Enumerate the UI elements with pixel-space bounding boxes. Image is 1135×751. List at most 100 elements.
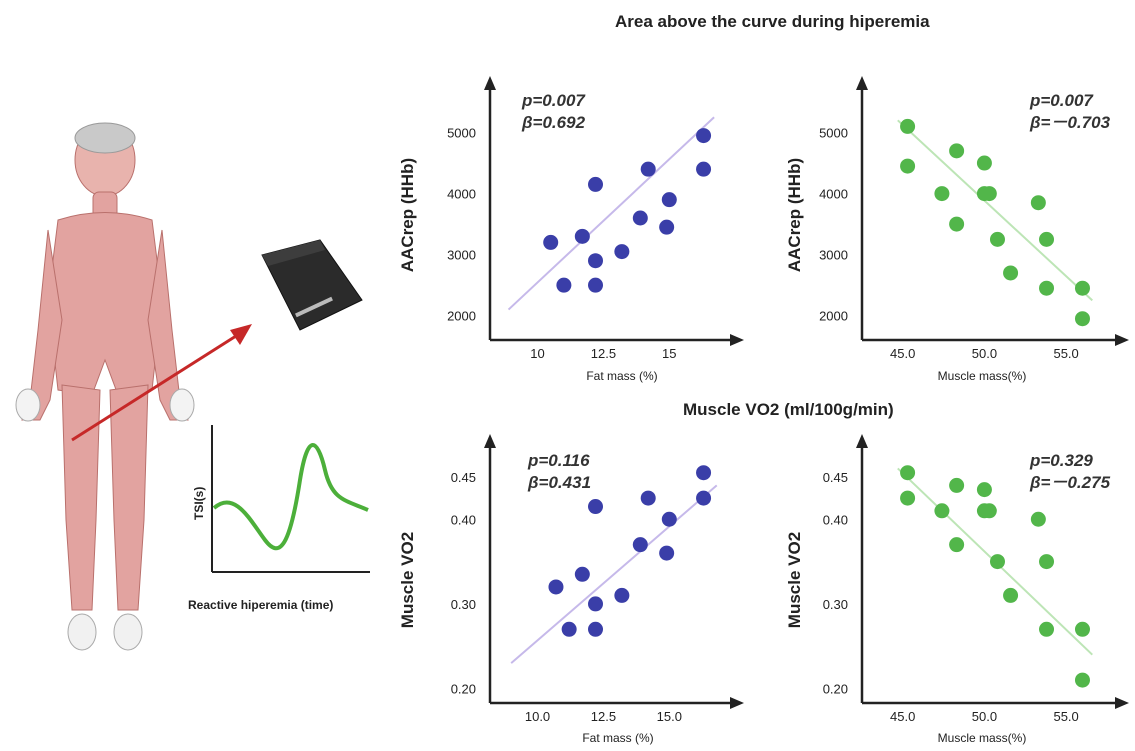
y-axis-arrow-icon <box>856 434 868 448</box>
data-point <box>574 228 590 244</box>
data-point <box>934 503 950 519</box>
figure-title-middle: Muscle VO2 (ml/100g/min) <box>683 400 894 419</box>
data-point <box>640 490 656 506</box>
trend-line <box>510 484 718 664</box>
data-point <box>696 490 712 506</box>
data-point <box>900 118 916 134</box>
y-tick-label: 0.30 <box>823 597 848 612</box>
data-point <box>1039 280 1055 296</box>
data-point <box>976 482 992 498</box>
data-point <box>976 155 992 171</box>
data-point <box>949 216 965 232</box>
x-tick-label: 45.0 <box>890 346 915 361</box>
data-point <box>1039 231 1055 247</box>
tsi-curve <box>212 443 369 551</box>
data-point <box>989 554 1005 570</box>
x-tick-label: 12.5 <box>591 709 616 724</box>
y-tick-label: 0.45 <box>823 470 848 485</box>
x-tick-label: 15.0 <box>657 709 682 724</box>
y-tick-label: 5000 <box>447 126 476 141</box>
x-axis-arrow-icon <box>1115 334 1129 346</box>
data-point <box>659 219 675 235</box>
x-axis-label: Fat mass (%) <box>586 369 657 383</box>
y-axis-arrow-icon <box>484 76 496 90</box>
y-axis-label: Muscle VO2 <box>785 532 804 628</box>
beta-annotation: β=－0.275 <box>1029 473 1111 492</box>
x-axis-arrow-icon <box>1115 697 1129 709</box>
data-point <box>949 537 965 553</box>
y-tick-label: 5000 <box>819 126 848 141</box>
human-body-icon <box>15 122 195 651</box>
beta-annotation: β=0.692 <box>521 113 586 132</box>
y-axis-label: AACrep (HHb) <box>785 158 804 272</box>
p-value-annotation: p=0.007 <box>521 91 586 110</box>
x-tick-label: 10 <box>530 346 544 361</box>
data-point <box>588 621 604 637</box>
x-axis-arrow-icon <box>730 697 744 709</box>
trend-line <box>507 116 715 311</box>
data-point <box>696 465 712 481</box>
x-tick-label: 12.5 <box>591 346 616 361</box>
y-tick-label: 2000 <box>447 309 476 324</box>
data-point <box>614 244 630 260</box>
data-point <box>1074 311 1090 327</box>
data-point <box>561 621 577 637</box>
data-point <box>900 490 916 506</box>
data-point <box>900 465 916 481</box>
p-value-annotation: p=0.329 <box>1029 451 1093 470</box>
beta-annotation: β=－0.703 <box>1029 113 1111 132</box>
x-tick-label: 55.0 <box>1053 709 1078 724</box>
data-point <box>588 253 604 269</box>
y-axis-arrow-icon <box>856 76 868 90</box>
y-tick-label: 0.40 <box>823 512 848 527</box>
data-point <box>981 503 997 519</box>
data-point <box>1030 511 1046 527</box>
y-tick-label: 3000 <box>819 248 848 263</box>
x-axis-label: Fat mass (%) <box>582 731 653 745</box>
data-point <box>632 210 648 226</box>
x-axis-label: Muscle mass(%) <box>938 731 1027 745</box>
x-axis-label: Muscle mass(%) <box>938 369 1027 383</box>
y-tick-label: 3000 <box>447 248 476 263</box>
tsi-plot: TSI(s) <box>192 425 370 573</box>
data-point <box>640 161 656 177</box>
x-tick-label: 55.0 <box>1053 346 1078 361</box>
tsi-ylabel: TSI(s) <box>192 487 206 520</box>
p-value-annotation: p=0.116 <box>527 451 590 470</box>
y-tick-label: 0.20 <box>451 682 476 697</box>
data-point <box>588 277 604 293</box>
data-point <box>1074 621 1090 637</box>
data-point <box>588 596 604 612</box>
data-point <box>696 161 712 177</box>
data-point <box>1003 587 1019 603</box>
figure-title-top: Area above the curve during hiperemia <box>615 12 930 31</box>
y-tick-label: 0.40 <box>451 512 476 527</box>
data-point <box>588 499 604 515</box>
nirs-device-icon <box>261 239 363 331</box>
data-point <box>1074 672 1090 688</box>
data-point <box>989 231 1005 247</box>
tsi-xlabel: Reactive hiperemia (time) <box>188 598 334 612</box>
data-point <box>949 477 965 493</box>
p-value-annotation: p=0.007 <box>1029 91 1094 110</box>
y-axis-arrow-icon <box>484 434 496 448</box>
x-tick-label: 45.0 <box>890 709 915 724</box>
data-point <box>949 143 965 159</box>
data-point <box>574 566 590 582</box>
data-point <box>588 176 604 192</box>
trend-line <box>897 119 1093 302</box>
data-point <box>661 192 677 208</box>
data-point <box>981 186 997 202</box>
data-point <box>900 158 916 174</box>
y-tick-label: 0.45 <box>451 470 476 485</box>
y-tick-label: 0.30 <box>451 597 476 612</box>
beta-annotation: β=0.431 <box>527 473 591 492</box>
y-tick-label: 0.20 <box>823 682 848 697</box>
data-point <box>934 186 950 202</box>
data-point <box>1039 621 1055 637</box>
y-axis-label: Muscle VO2 <box>398 532 417 628</box>
data-point <box>696 128 712 144</box>
data-point <box>1003 265 1019 281</box>
